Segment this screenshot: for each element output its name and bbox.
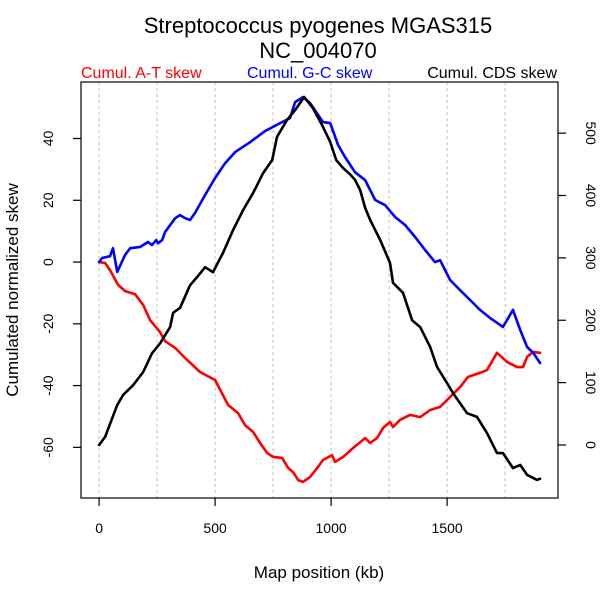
y-axis-left: -60 -40 -20 0 20 40 (40, 131, 81, 457)
y-right-tick-label: 100 (583, 371, 599, 395)
x-axis-label: Map position (kb) (254, 563, 384, 582)
y-axis-right: 0 100 200 300 400 500 (558, 121, 599, 449)
x-tick-label: 500 (203, 520, 227, 536)
y-tick-label: 40 (40, 131, 56, 147)
grid-lines (98, 82, 506, 498)
cds-skew-line (97, 95, 542, 482)
y-right-tick-label: 200 (583, 309, 599, 333)
x-axis: 0 500 1000 1500 (95, 498, 463, 536)
y-tick-label: 20 (40, 192, 56, 208)
y-right-tick-label: 0 (583, 441, 599, 449)
y-right-tick-label: 300 (583, 246, 599, 270)
x-tick-label: 1500 (432, 520, 463, 536)
x-tick-label: 0 (95, 520, 103, 536)
y-axis-label: Cumulated normalized skew (3, 183, 22, 397)
gc-skew-line (97, 95, 542, 365)
legend-cds-skew: Cumul. CDS skew (427, 65, 557, 82)
legend-gc-skew: Cumul. G-C skew (247, 65, 373, 82)
at-skew-line (97, 260, 542, 484)
y-tick-label: -60 (40, 437, 56, 457)
chart-subtitle: NC_004070 (259, 38, 376, 63)
x-tick-label: 1000 (316, 520, 347, 536)
y-right-tick-label: 500 (583, 121, 599, 145)
y-tick-label: -40 (40, 375, 56, 395)
chart-title: Streptococcus pyogenes MGAS315 (144, 13, 493, 38)
plot-frame (80, 81, 559, 499)
legend-at-skew: Cumul. A-T skew (81, 65, 202, 82)
y-tick-label: -20 (40, 313, 56, 333)
y-right-tick-label: 400 (583, 184, 599, 208)
y-tick-label: 0 (40, 258, 56, 266)
